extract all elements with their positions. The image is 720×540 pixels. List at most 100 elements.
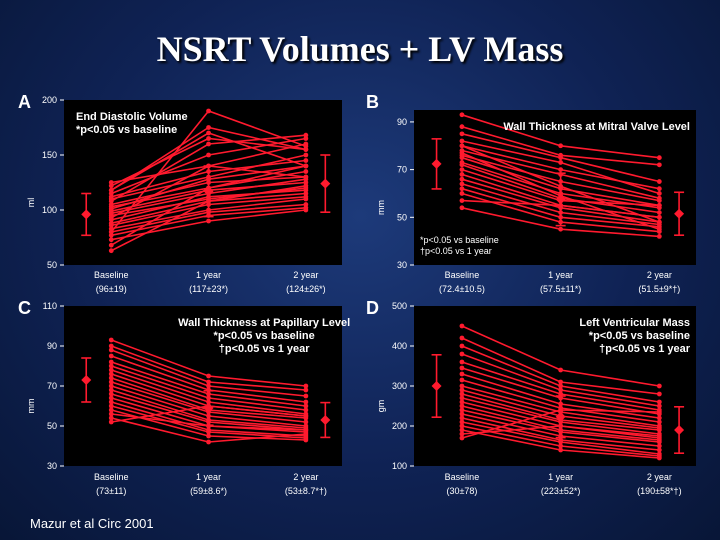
y-tick-label-c: 90 <box>47 341 57 351</box>
data-point-a <box>206 218 211 224</box>
x-tick-label-c: Baseline <box>94 472 129 482</box>
data-point-b <box>558 160 564 165</box>
data-point-b <box>459 155 465 161</box>
data-point-a <box>303 158 309 163</box>
data-point-a <box>108 180 114 185</box>
data-point-c <box>108 419 114 425</box>
data-point-d <box>558 443 564 449</box>
data-point-d <box>459 391 465 397</box>
data-point-c <box>206 373 211 379</box>
data-point-b <box>459 186 465 192</box>
chart-title-d: †p<0.05 vs 1 year <box>599 343 691 355</box>
panel-letter-d: D <box>366 298 379 318</box>
x-stat-label-c: (73±11) <box>96 486 126 496</box>
data-point-d <box>656 409 662 415</box>
data-point-c <box>303 431 309 437</box>
x-stat-label-d: (30±78) <box>446 486 477 496</box>
x-tick-label-c: 1 year <box>196 472 221 482</box>
data-point-b <box>656 219 662 225</box>
data-point-b <box>656 233 662 239</box>
data-point-c <box>108 347 114 353</box>
x-stat-label-d: (190±58*†) <box>637 486 681 496</box>
data-point-a <box>206 152 211 158</box>
panel-letter-b: B <box>366 92 379 112</box>
data-point-d <box>656 399 662 405</box>
data-point-c <box>206 439 211 445</box>
data-point-a <box>303 180 309 185</box>
data-point-c <box>206 383 211 389</box>
data-point-c <box>303 437 309 443</box>
chart-title-a: End Diastolic Volume <box>76 111 188 123</box>
data-point-c <box>108 343 114 349</box>
data-point-a <box>303 136 309 141</box>
data-point-d <box>656 419 662 425</box>
x-tick-label-a: 1 year <box>196 270 221 280</box>
data-point-d <box>459 359 465 365</box>
data-point-d <box>656 403 662 409</box>
data-point-b <box>459 198 465 204</box>
data-point-d <box>459 365 465 371</box>
y-axis-label-c: mm <box>26 399 36 414</box>
data-point-d <box>459 407 465 413</box>
chart-title-d: *p<0.05 vs baseline <box>589 330 690 342</box>
data-point-a <box>303 207 309 213</box>
x-tick-label-b: Baseline <box>445 270 480 280</box>
data-point-d <box>459 377 465 383</box>
data-point-c <box>303 413 309 419</box>
data-point-d <box>459 383 465 389</box>
data-point-c <box>108 367 114 373</box>
x-tick-label-b: 1 year <box>548 270 573 280</box>
data-point-b <box>656 186 662 192</box>
data-point-d <box>459 427 465 433</box>
data-point-c <box>206 379 211 385</box>
y-tick-label-a: 200 <box>42 95 57 105</box>
data-point-a <box>303 143 309 149</box>
data-point-b <box>459 131 465 137</box>
data-point-d <box>656 415 662 421</box>
data-point-a <box>206 136 211 141</box>
data-point-d <box>558 383 564 389</box>
data-point-b <box>459 138 465 144</box>
data-point-c <box>303 399 309 405</box>
x-tick-label-c: 2 year <box>293 472 318 482</box>
data-point-a <box>303 183 309 189</box>
data-point-a <box>206 130 211 136</box>
data-point-d <box>459 351 465 357</box>
data-point-a <box>303 202 309 207</box>
y-tick-label-a: 150 <box>42 150 57 160</box>
y-tick-label-c: 30 <box>47 461 57 471</box>
data-point-b <box>656 179 662 184</box>
data-point-c <box>303 387 309 393</box>
data-point-d <box>656 455 662 461</box>
data-point-c <box>108 371 114 377</box>
mean-marker-b <box>674 208 685 219</box>
data-point-b <box>656 198 662 204</box>
data-point-a <box>108 198 114 204</box>
data-point-c <box>108 411 114 417</box>
data-point-c <box>206 433 211 439</box>
mean-marker-d <box>431 381 442 391</box>
data-point-a <box>206 108 211 114</box>
data-point-b <box>459 176 465 182</box>
data-point-a <box>108 237 114 243</box>
y-tick-label-b: 50 <box>397 212 407 222</box>
x-stat-label-a: (96±19) <box>96 284 127 294</box>
data-point-d <box>459 335 465 341</box>
mean-marker-b <box>555 194 566 205</box>
data-point-b <box>459 167 465 173</box>
data-point-d <box>558 439 564 445</box>
data-point-d <box>656 439 662 445</box>
x-tick-label-d: 1 year <box>548 472 573 482</box>
data-point-c <box>206 429 211 435</box>
mean-marker-c <box>320 415 331 425</box>
panel-letter-a: A <box>18 92 31 112</box>
data-point-c <box>108 337 114 343</box>
data-point-c <box>108 383 114 389</box>
data-point-b <box>459 171 465 177</box>
data-point-d <box>459 415 465 421</box>
data-point-c <box>108 403 114 409</box>
data-point-a <box>206 125 211 130</box>
data-point-a <box>303 152 309 158</box>
data-point-c <box>108 387 114 393</box>
